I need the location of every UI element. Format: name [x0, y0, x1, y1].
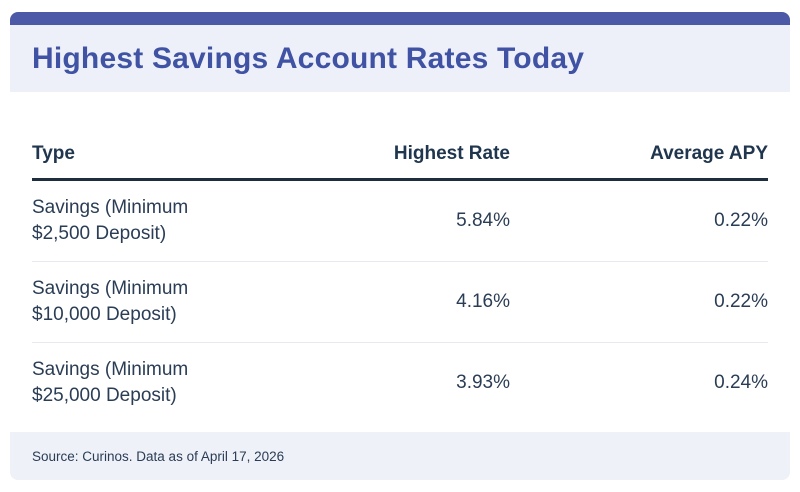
- column-header-highest-rate: Highest Rate: [393, 143, 510, 164]
- card-title-panel: Highest Savings Account Rates Today: [10, 25, 790, 92]
- row-average-apy-value: 0.24%: [714, 372, 768, 393]
- row-type-line: Savings (Minimum: [32, 196, 189, 218]
- table-header-row: Type Highest Rate Average APY: [32, 143, 768, 181]
- rates-card: Highest Savings Account Rates Today Type…: [10, 12, 790, 480]
- card-accent-bar: [10, 12, 790, 25]
- source-bar: Source: Curinos. Data as of April 17, 20…: [10, 432, 790, 480]
- column-header-type: Type: [32, 143, 75, 164]
- row-type-line: $25,000 Deposit): [32, 385, 177, 406]
- row-highest-rate-value: 5.84%: [456, 210, 510, 231]
- row-type-line: Savings (Minimum: [32, 358, 189, 380]
- row-average-apy-value: 0.22%: [714, 291, 768, 312]
- row-highest-rate-value: 4.16%: [456, 291, 510, 312]
- row-highest-rate-value: 3.93%: [456, 372, 510, 393]
- table-row: Savings (Minimum $2,500 Deposit) 5.84% 0…: [32, 181, 768, 262]
- column-header-average-apy: Average APY: [650, 143, 768, 164]
- row-type-cell: Savings (Minimum $10,000 Deposit): [32, 276, 310, 328]
- row-average-apy-value: 0.22%: [714, 210, 768, 231]
- page-title: Highest Savings Account Rates Today: [32, 41, 585, 75]
- row-type-line: $2,500 Deposit): [32, 223, 167, 244]
- source-note: Source: Curinos. Data as of April 17, 20…: [32, 448, 285, 464]
- table-row: Savings (Minimum $10,000 Deposit) 4.16% …: [32, 262, 768, 343]
- rates-table: Type Highest Rate Average APY Savings (M…: [10, 143, 790, 423]
- row-type-line: $10,000 Deposit): [32, 304, 177, 325]
- table-row: Savings (Minimum $25,000 Deposit) 3.93% …: [32, 343, 768, 423]
- row-type-cell: Savings (Minimum $25,000 Deposit): [32, 357, 310, 409]
- row-type-cell: Savings (Minimum $2,500 Deposit): [32, 195, 310, 247]
- row-type-line: Savings (Minimum: [32, 277, 189, 299]
